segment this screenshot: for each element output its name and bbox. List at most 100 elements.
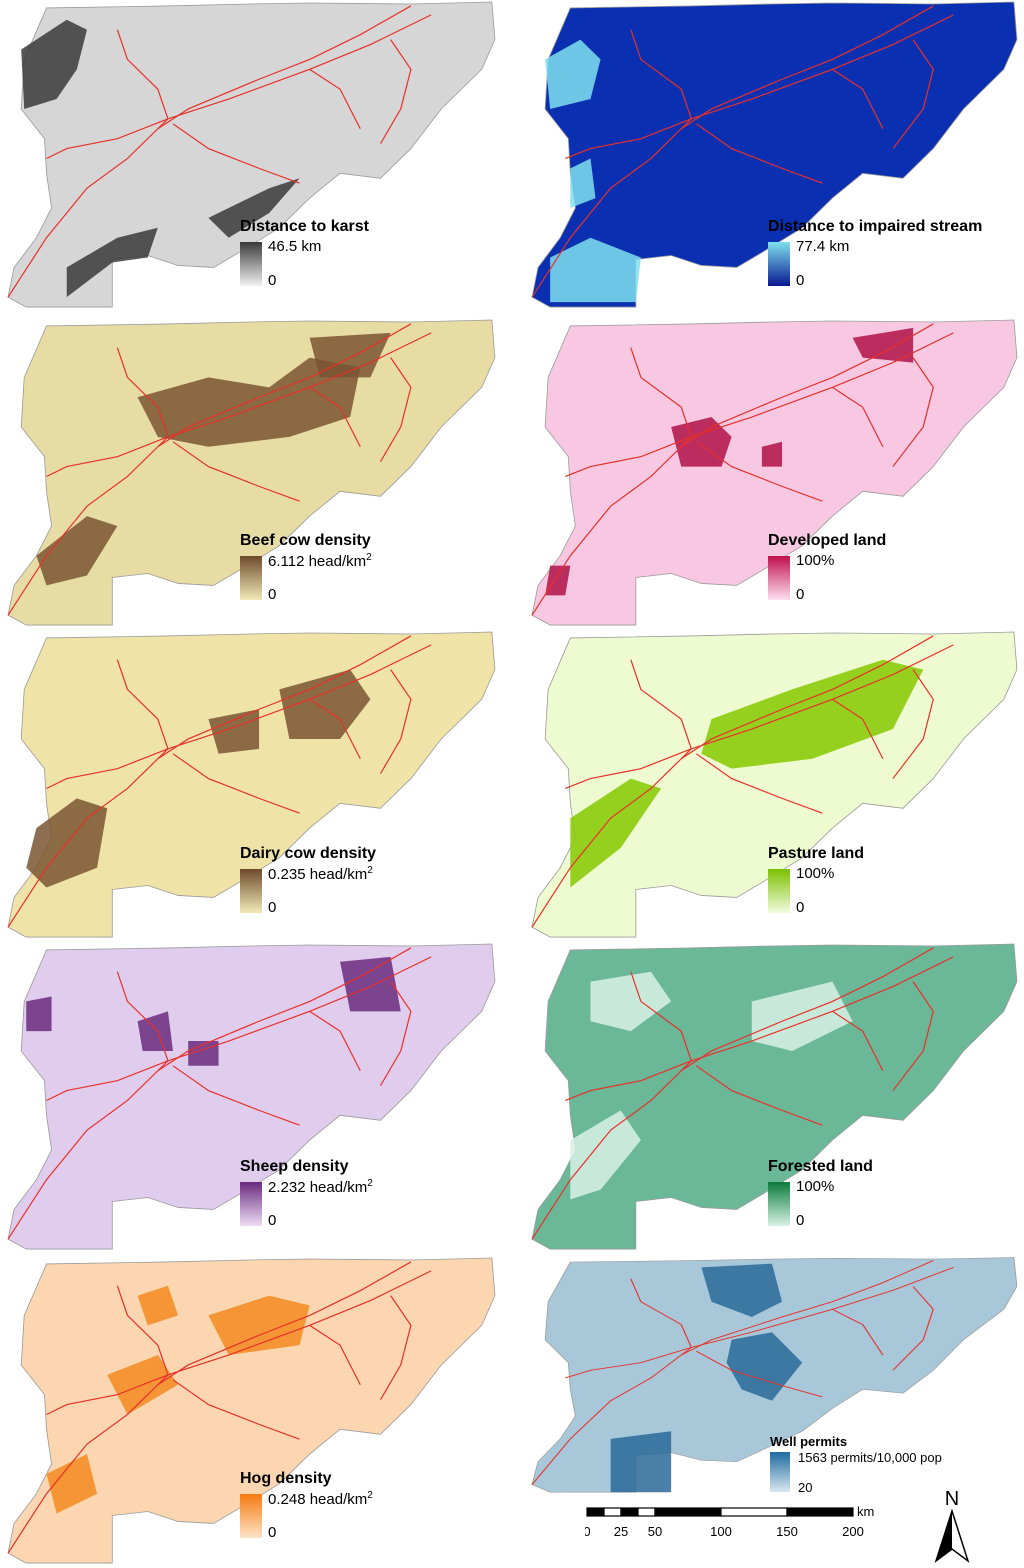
highway-line bbox=[565, 436, 692, 478]
highway-line bbox=[380, 981, 412, 1086]
highway-line bbox=[157, 5, 412, 130]
legend-color-ramp bbox=[240, 869, 262, 913]
density-patch bbox=[570, 778, 662, 888]
legend-min-label: 0 bbox=[268, 586, 277, 603]
highway-line bbox=[680, 323, 934, 448]
legend-color-ramp bbox=[768, 242, 790, 286]
legend-max-label: 100% bbox=[796, 552, 835, 569]
region-outline bbox=[7, 1, 496, 308]
map-panel-pasture-land bbox=[530, 630, 1024, 942]
highway-line bbox=[172, 441, 300, 502]
highway-line bbox=[167, 956, 432, 1062]
scale-unit-label: km bbox=[857, 1504, 874, 1519]
legend-min-label: 0 bbox=[268, 1524, 277, 1541]
highway-line bbox=[46, 436, 169, 478]
highway-line bbox=[565, 118, 692, 160]
scale-segment bbox=[586, 1507, 605, 1517]
legend-title: Pasture land bbox=[768, 845, 865, 862]
density-patch bbox=[208, 1295, 310, 1356]
map-panel-beef-cow-density bbox=[6, 318, 502, 630]
legend-title: Sheep density bbox=[240, 1158, 349, 1175]
scale-tick-label: 100 bbox=[710, 1524, 732, 1539]
highway-line bbox=[680, 635, 934, 760]
legend-max-label: 6.112 head/km2 bbox=[268, 552, 372, 570]
legend-min-label: 0 bbox=[796, 272, 805, 289]
legend-color-ramp bbox=[240, 242, 262, 286]
highway-line bbox=[695, 1065, 823, 1126]
highway-line bbox=[565, 1347, 692, 1379]
highway-line bbox=[46, 1060, 169, 1102]
highway-line bbox=[691, 644, 954, 750]
scale-tick-label: 200 bbox=[842, 1524, 864, 1539]
density-patch bbox=[610, 1431, 672, 1493]
density-patch bbox=[46, 1454, 98, 1514]
legend-color-ramp bbox=[240, 1494, 262, 1538]
highway-line bbox=[116, 1285, 169, 1376]
scale-tick-label: 50 bbox=[648, 1524, 662, 1539]
highway-line bbox=[172, 1379, 300, 1440]
highway-line bbox=[892, 669, 934, 779]
map-panel-distance-to-impaired-stream bbox=[530, 0, 1024, 312]
legend-color-ramp bbox=[770, 1452, 790, 1492]
density-patch bbox=[570, 158, 596, 208]
highway-line bbox=[309, 386, 361, 448]
density-patch bbox=[570, 1110, 641, 1200]
scale-tick-label: 0 bbox=[585, 1524, 591, 1539]
legend-title: Well permits bbox=[770, 1434, 848, 1449]
highway-line bbox=[309, 1324, 361, 1386]
map-panel-well-permits bbox=[530, 1256, 1024, 1496]
legend-max-label: 46.5 km bbox=[268, 238, 322, 255]
highway-line bbox=[565, 748, 692, 790]
highway-line bbox=[309, 1010, 361, 1072]
region-map bbox=[7, 943, 496, 1250]
map-panel-distance-to-karst bbox=[6, 0, 502, 312]
legend-min-label: 0 bbox=[268, 272, 277, 289]
highway-line bbox=[309, 698, 361, 760]
highway-line bbox=[691, 956, 954, 1062]
highway-line bbox=[695, 123, 823, 184]
legend-min-label: 0 bbox=[796, 1212, 805, 1229]
north-arrow-half bbox=[936, 1511, 952, 1561]
density-patch bbox=[137, 1285, 179, 1326]
highway-line bbox=[116, 347, 169, 438]
density-patch bbox=[36, 516, 118, 586]
north-label: N bbox=[945, 1488, 959, 1510]
scale-tick-label: 150 bbox=[776, 1524, 798, 1539]
legend-title: Developed land bbox=[768, 532, 887, 549]
highway-line bbox=[116, 659, 169, 750]
density-patch bbox=[761, 441, 783, 467]
legend-min-label: 0 bbox=[268, 899, 277, 916]
region-outline bbox=[7, 319, 496, 626]
highway-line bbox=[167, 644, 432, 750]
legend-max-label: 0.235 head/km2 bbox=[268, 865, 373, 883]
region-map bbox=[7, 631, 496, 938]
legend-color-ramp bbox=[768, 1182, 790, 1226]
legend-max-label: 1563 permits/10,000 pop bbox=[798, 1450, 942, 1465]
legend-title: Dairy cow density bbox=[240, 845, 377, 862]
legend-color-ramp bbox=[768, 869, 790, 913]
density-patch bbox=[852, 327, 914, 363]
highway-line bbox=[116, 29, 169, 120]
highway-line bbox=[832, 386, 884, 448]
density-patch bbox=[701, 659, 924, 769]
highway-line bbox=[630, 659, 692, 750]
map-panel-dairy-cow-density bbox=[6, 630, 502, 942]
highway-line bbox=[380, 357, 412, 462]
density-patch bbox=[26, 996, 52, 1032]
region-map bbox=[531, 319, 1018, 626]
highway-line bbox=[46, 1374, 169, 1416]
density-patch bbox=[340, 956, 401, 1012]
density-patch bbox=[590, 971, 672, 1032]
legend-max-label: 0.248 head/km2 bbox=[268, 1490, 373, 1508]
highway-line bbox=[630, 29, 692, 120]
highway-line bbox=[695, 753, 823, 814]
region-map bbox=[531, 943, 1018, 1250]
region-map bbox=[531, 1, 1018, 308]
highway-line bbox=[157, 947, 412, 1072]
region-outline bbox=[7, 943, 496, 1250]
highway-line bbox=[630, 347, 692, 438]
highway-line bbox=[630, 971, 692, 1062]
north-arrow-icon: N bbox=[934, 1488, 970, 1564]
highway-line bbox=[680, 947, 934, 1072]
map-panel-sheep-density bbox=[6, 942, 502, 1254]
